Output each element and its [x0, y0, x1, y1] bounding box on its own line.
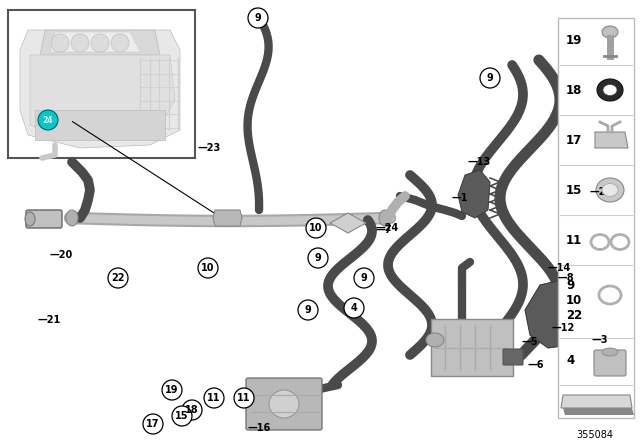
Circle shape [298, 300, 318, 320]
Circle shape [108, 268, 128, 288]
Circle shape [306, 218, 326, 238]
Text: 4: 4 [566, 353, 574, 366]
Ellipse shape [269, 390, 299, 418]
Text: —5: —5 [522, 337, 538, 347]
Polygon shape [50, 32, 140, 52]
Polygon shape [40, 30, 160, 55]
Text: —7: —7 [375, 225, 392, 235]
Text: —14: —14 [548, 263, 572, 273]
Circle shape [204, 388, 224, 408]
Ellipse shape [597, 79, 623, 101]
Polygon shape [20, 30, 180, 148]
Text: 9: 9 [486, 73, 493, 83]
Text: 11: 11 [207, 393, 221, 403]
Text: 17: 17 [566, 134, 582, 146]
Text: 18: 18 [185, 405, 199, 415]
Text: —13: —13 [468, 157, 492, 167]
Text: —20: —20 [50, 250, 73, 260]
Ellipse shape [596, 178, 624, 202]
Text: 22: 22 [111, 273, 125, 283]
Circle shape [308, 248, 328, 268]
Ellipse shape [602, 26, 618, 38]
Polygon shape [563, 408, 634, 415]
Polygon shape [330, 213, 366, 233]
Text: —8: —8 [558, 273, 575, 283]
Polygon shape [213, 210, 242, 226]
Text: 17: 17 [147, 419, 160, 429]
Text: 10: 10 [201, 263, 215, 273]
Polygon shape [525, 278, 590, 348]
Text: —16: —16 [248, 423, 271, 433]
Text: 18: 18 [566, 83, 582, 96]
Text: —21: —21 [38, 315, 61, 325]
Ellipse shape [71, 34, 89, 52]
FancyBboxPatch shape [246, 378, 322, 430]
Circle shape [354, 268, 374, 288]
Circle shape [172, 406, 192, 426]
Circle shape [344, 298, 364, 318]
Text: 9: 9 [305, 305, 312, 315]
FancyBboxPatch shape [8, 10, 195, 158]
Ellipse shape [426, 333, 444, 347]
Text: —12: —12 [552, 323, 575, 333]
Text: 24: 24 [43, 116, 53, 125]
Polygon shape [561, 395, 632, 408]
Ellipse shape [91, 34, 109, 52]
Text: 355084: 355084 [577, 430, 614, 440]
FancyBboxPatch shape [26, 210, 62, 228]
Ellipse shape [51, 34, 69, 52]
Ellipse shape [379, 210, 391, 226]
Text: 11: 11 [566, 233, 582, 246]
Text: 15: 15 [566, 184, 582, 197]
Text: 4: 4 [351, 303, 357, 313]
Polygon shape [595, 132, 628, 148]
Text: 9: 9 [566, 279, 574, 292]
Circle shape [248, 8, 268, 28]
Text: 19: 19 [566, 34, 582, 47]
Text: 9: 9 [360, 273, 367, 283]
Ellipse shape [602, 348, 618, 356]
Ellipse shape [66, 210, 78, 226]
Text: 10: 10 [566, 293, 582, 306]
Text: —2: —2 [590, 187, 607, 197]
Polygon shape [30, 55, 175, 140]
Polygon shape [458, 170, 490, 218]
Circle shape [38, 110, 58, 130]
Text: 22: 22 [566, 309, 582, 322]
Circle shape [162, 380, 182, 400]
Ellipse shape [111, 34, 129, 52]
Text: 19: 19 [165, 385, 179, 395]
Circle shape [143, 414, 163, 434]
Ellipse shape [602, 184, 618, 197]
Circle shape [480, 68, 500, 88]
Text: 11: 11 [237, 393, 251, 403]
Text: —6: —6 [528, 360, 545, 370]
Text: 10: 10 [309, 223, 323, 233]
FancyBboxPatch shape [431, 319, 513, 376]
Circle shape [198, 258, 218, 278]
Text: —1: —1 [452, 193, 468, 203]
Text: 9: 9 [255, 13, 261, 23]
FancyBboxPatch shape [594, 350, 626, 376]
FancyBboxPatch shape [558, 18, 634, 418]
Text: —23: —23 [198, 143, 221, 153]
Polygon shape [35, 110, 165, 140]
Text: 9: 9 [315, 253, 321, 263]
Circle shape [234, 388, 254, 408]
FancyBboxPatch shape [503, 349, 523, 365]
Text: —3: —3 [592, 335, 609, 345]
Text: 15: 15 [175, 411, 189, 421]
Circle shape [182, 400, 202, 420]
Ellipse shape [603, 85, 617, 95]
Ellipse shape [25, 212, 35, 226]
Text: —24: —24 [376, 223, 399, 233]
